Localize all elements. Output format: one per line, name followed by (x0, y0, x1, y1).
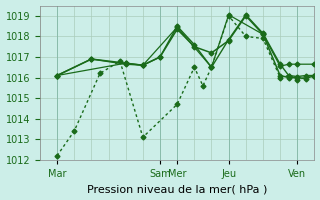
X-axis label: Pression niveau de la mer( hPa ): Pression niveau de la mer( hPa ) (87, 184, 268, 194)
